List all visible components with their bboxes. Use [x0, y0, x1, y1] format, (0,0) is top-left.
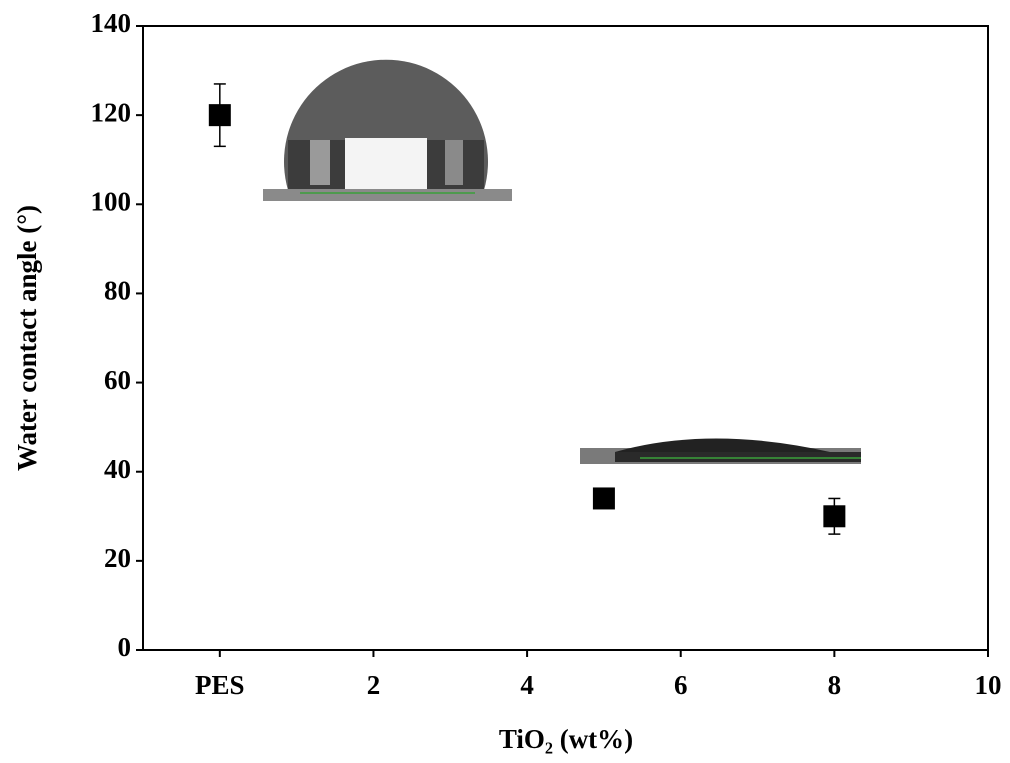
marker: [823, 505, 846, 528]
x-tick-label: 2: [367, 670, 381, 700]
inset-image-tio2: [580, 438, 861, 464]
y-tick-label: 100: [91, 186, 132, 216]
marker: [208, 104, 231, 127]
x-tick-label: 6: [674, 670, 688, 700]
y-tick-label: 60: [104, 365, 131, 395]
y-tick-label: 140: [91, 8, 132, 38]
y-tick-label: 120: [91, 97, 132, 127]
x-axis-label: TiO₂ (wt%): [499, 724, 633, 754]
y-axis-label: Water contact angle (°): [12, 205, 42, 471]
y-tick-label: 20: [104, 543, 131, 573]
y-tick-label: 0: [118, 632, 132, 662]
plot-frame: [142, 25, 989, 651]
marker: [592, 487, 615, 510]
x-tick-label: 8: [828, 670, 842, 700]
y-tick-label: 80: [104, 276, 131, 306]
x-tick-label: PES: [195, 670, 245, 700]
x-tick-label: 4: [520, 670, 534, 700]
inset-image-pes: [263, 42, 512, 202]
y-tick-label: 40: [104, 454, 131, 484]
x-tick-label: 10: [975, 670, 1002, 700]
